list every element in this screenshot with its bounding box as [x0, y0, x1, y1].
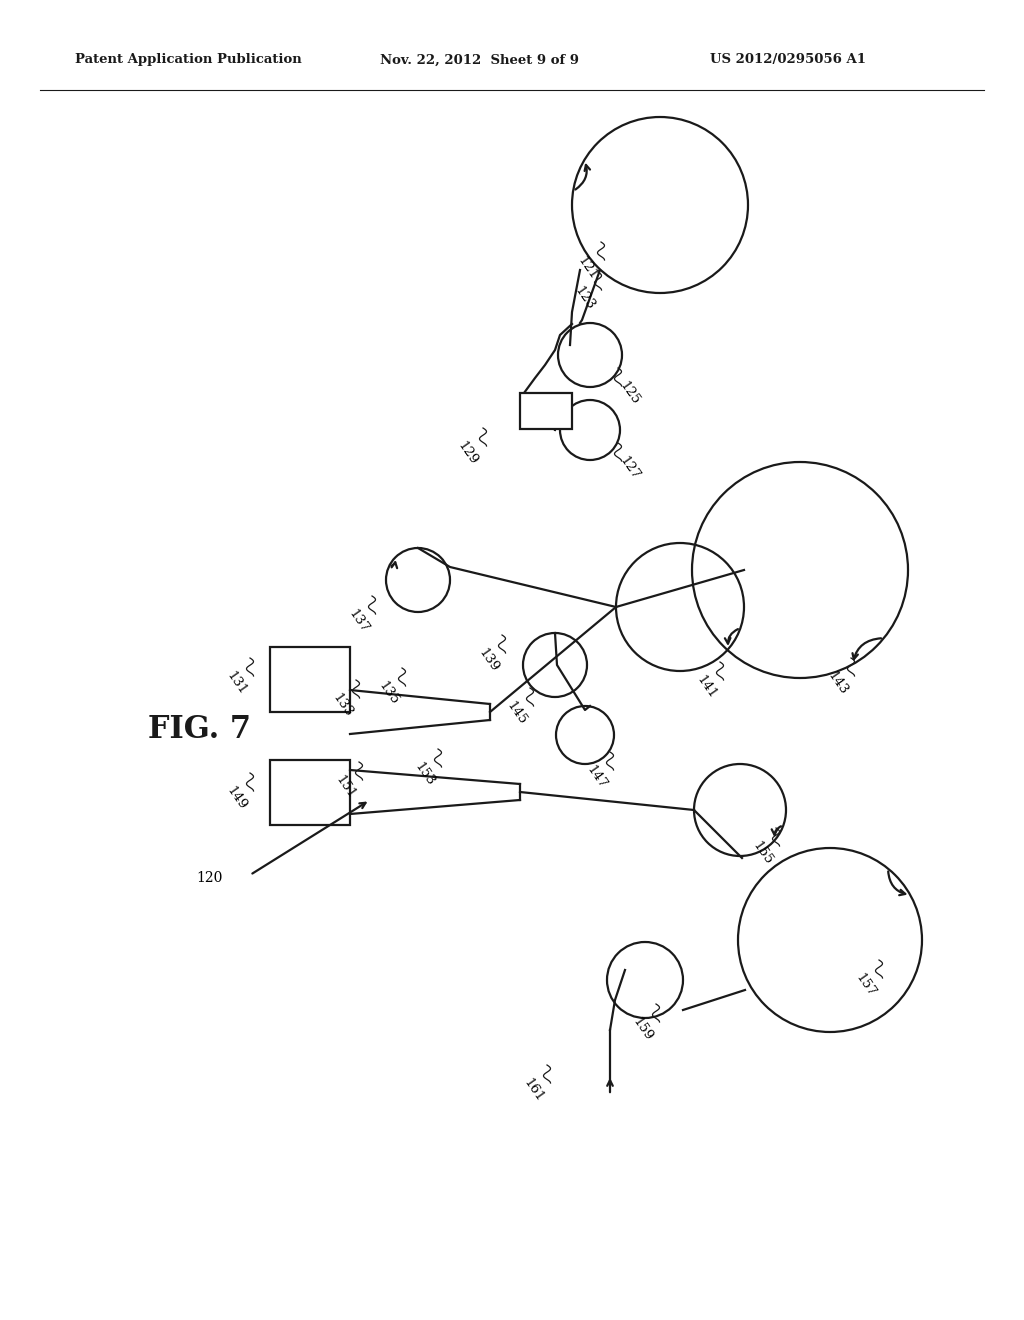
Text: 159: 159 [631, 1015, 655, 1043]
Text: 155: 155 [751, 840, 775, 867]
Text: 129: 129 [456, 440, 480, 467]
Text: Patent Application Publication: Patent Application Publication [75, 54, 302, 66]
Text: 121: 121 [575, 253, 600, 282]
Text: US 2012/0295056 A1: US 2012/0295056 A1 [710, 54, 866, 66]
Text: 137: 137 [346, 607, 372, 635]
Text: 143: 143 [825, 669, 851, 697]
Bar [270, 760, 350, 825]
Text: 123: 123 [572, 284, 598, 312]
Text: 141: 141 [694, 673, 720, 701]
Text: Nov. 22, 2012  Sheet 9 of 9: Nov. 22, 2012 Sheet 9 of 9 [380, 54, 579, 66]
Text: 149: 149 [224, 784, 250, 812]
Text: 125: 125 [617, 379, 642, 407]
Text: 139: 139 [476, 645, 502, 675]
Text: 133: 133 [331, 690, 355, 719]
Text: FIG. 7: FIG. 7 [148, 714, 251, 746]
Text: 147: 147 [585, 763, 609, 791]
Text: 145: 145 [505, 700, 529, 727]
Bar [520, 393, 572, 429]
Text: 135: 135 [377, 678, 401, 708]
Text: 120: 120 [197, 871, 223, 884]
Text: 153: 153 [413, 760, 437, 788]
Bar [270, 647, 350, 711]
Text: 157: 157 [853, 972, 879, 999]
Text: 131: 131 [224, 669, 250, 697]
Text: 151: 151 [334, 774, 358, 801]
Text: 161: 161 [521, 1076, 547, 1104]
Text: 127: 127 [617, 454, 643, 482]
